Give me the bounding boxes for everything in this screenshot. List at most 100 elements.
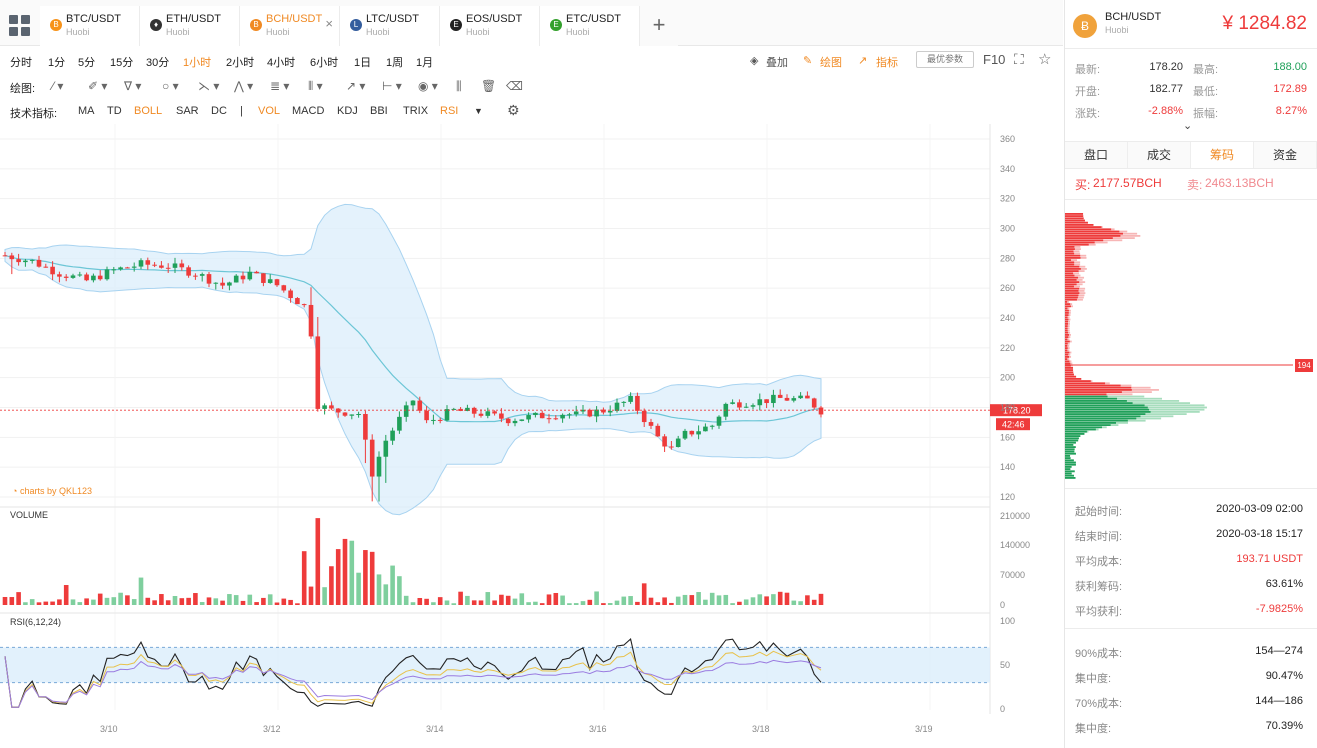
tab-etc-usdt[interactable]: E ETC/USDT Huobi [540, 6, 640, 46]
chip-bar [1065, 230, 1120, 233]
indicator-macd[interactable]: MACD [292, 105, 325, 117]
volume-bar [696, 592, 701, 605]
measure-tool-icon[interactable]: ⊢ ▾ [382, 79, 402, 93]
gann-tool-icon[interactable]: ⦀ ▾ [308, 79, 323, 93]
chip-bar [1065, 281, 1080, 283]
tab-eth-usdt[interactable]: ♦ ETH/USDT Huobi [140, 6, 240, 46]
period-10[interactable]: 1周 [386, 57, 404, 69]
candle [628, 392, 633, 404]
period-6[interactable]: 2小时 [226, 57, 255, 69]
volume-tick: 210000 [1000, 511, 1030, 521]
period-8[interactable]: 6小时 [310, 57, 339, 69]
candle [254, 270, 259, 274]
pattern-tool-icon[interactable]: ⋀ ▾ [234, 79, 254, 93]
volume-bar [281, 598, 287, 605]
kline-chart[interactable]: 178.20 42:46 360 340 320 300 280 260 240 220 200 18… [0, 124, 1063, 748]
overlay-icon[interactable]: ◈ [750, 55, 759, 67]
erase-icon[interactable]: ⌫ [506, 79, 523, 93]
chip-bar [1065, 441, 1076, 444]
chip-bar [1065, 241, 1095, 244]
period-5[interactable]: 1小时 [183, 57, 212, 69]
more-indicators-icon[interactable]: ▼ [474, 106, 483, 116]
stat-value: 182.77 [1149, 83, 1183, 95]
period-2[interactable]: 5分 [78, 57, 96, 69]
period-4[interactable]: 30分 [146, 57, 170, 69]
period-7[interactable]: 4小时 [267, 57, 296, 69]
chip-bar [1065, 305, 1071, 308]
fork-tool-icon[interactable]: ⋋ ▾ [198, 79, 220, 93]
indicator-icon[interactable]: ↗ [858, 55, 868, 67]
indicator-vol[interactable]: VOL [258, 105, 281, 117]
volume-bar [342, 538, 348, 605]
side-tab-0[interactable]: 盘口 [1065, 142, 1128, 168]
indicator-trix[interactable]: TRIX [403, 105, 429, 117]
fullscreen-icon[interactable]: ⛶ [1014, 51, 1024, 67]
drawing-toolbar: 绘图: ⁄ ▾ ✐ ▾ ∇ ▾ ○ ▾ ⋋ ▾ ⋀ ▾ ≣ ▾ ⦀ ▾ ↗ ▾ … [0, 74, 530, 98]
candle [465, 404, 470, 412]
period-11[interactable]: 1月 [416, 57, 434, 69]
candle [444, 405, 450, 422]
best-params-button[interactable]: 最优参数 [916, 51, 974, 68]
period-9[interactable]: 1日 [354, 57, 372, 69]
chip-bar [1065, 452, 1076, 455]
side-tab-3[interactable]: 资金 [1254, 142, 1317, 168]
tab-eos-usdt[interactable]: E EOS/USDT Huobi [440, 6, 540, 46]
chip-bar [1065, 417, 1137, 420]
chip-bar [1065, 265, 1080, 268]
volume-bar [369, 551, 375, 605]
period-3[interactable]: 15分 [110, 57, 134, 69]
arrow-tool-icon[interactable]: ↗ ▾ [346, 79, 366, 93]
fib-tool-icon[interactable]: ≣ ▾ [270, 79, 290, 93]
draw-icon[interactable]: ✎ [803, 55, 813, 67]
candle [546, 413, 552, 424]
indicator-ma[interactable]: MA [78, 105, 95, 117]
indicator-dc[interactable]: DC [211, 105, 227, 117]
pen-tool-icon[interactable]: ✐ ▾ [88, 79, 108, 93]
grid-menu-icon[interactable] [6, 12, 32, 38]
indicator-bbi[interactable]: BBI [370, 105, 388, 117]
indicator-sar[interactable]: SAR [176, 105, 199, 117]
chip-bar [1065, 461, 1076, 464]
chip-bar [1065, 380, 1091, 382]
indicator-rsi[interactable]: RSI [440, 105, 459, 117]
trash-icon[interactable]: 🗑 [481, 79, 497, 93]
chip-bar [1065, 360, 1070, 363]
overlay-button[interactable]: 叠加 [766, 57, 788, 69]
chip-bar [1065, 283, 1077, 286]
volume-bar [607, 603, 613, 605]
side-tab-2[interactable]: 筹码 [1191, 142, 1254, 168]
chip-bar [1065, 402, 1133, 404]
period-0[interactable]: 分时 [10, 57, 32, 69]
candle [288, 288, 293, 303]
volume-bar [417, 597, 423, 605]
tab-ltc-usdt[interactable]: L LTC/USDT Huobi [340, 6, 440, 46]
stat-label: 振幅: [1193, 108, 1219, 120]
tab-exchange: Huobi [66, 27, 90, 37]
period-1[interactable]: 1分 [48, 57, 66, 69]
indicator-boll[interactable]: BOLL [134, 105, 163, 117]
f10-button[interactable]: F10 [983, 52, 1006, 67]
bar-tool-icon[interactable]: ⫼ [456, 79, 462, 93]
expand-chevron-icon[interactable]: ⌄ [1183, 120, 1193, 132]
side-tab-1[interactable]: 成交 [1128, 142, 1191, 168]
draw-button[interactable]: 绘图 [820, 57, 842, 69]
chip-bar [1065, 243, 1089, 246]
shape-tool-icon[interactable]: ○ ▾ [162, 79, 179, 93]
indicator-button[interactable]: 指标 [876, 57, 898, 69]
tab-btc-usdt[interactable]: B BTC/USDT Huobi [40, 6, 140, 46]
line-tool-icon[interactable]: ⁄ ▾ [52, 79, 64, 93]
visibility-tool-icon[interactable]: ◉ ▾ [418, 79, 438, 93]
tab-bch-usdt[interactable]: B BCH/USDT Huobi × [240, 6, 340, 46]
close-icon[interactable]: × [325, 16, 333, 31]
volume-bar [152, 600, 157, 605]
add-tab-button[interactable]: + [640, 6, 678, 46]
volume-bar [478, 600, 484, 605]
angle-tool-icon[interactable]: ∇ ▾ [124, 79, 142, 93]
indicator-td[interactable]: TD [107, 105, 122, 117]
volume-bar [23, 602, 28, 605]
indicator-kdj[interactable]: KDJ [337, 105, 358, 117]
star-icon[interactable]: ☆ [1038, 51, 1052, 68]
settings-gear-icon[interactable]: ⚙ [507, 102, 520, 118]
volume-bar [179, 598, 185, 605]
candle [560, 413, 565, 423]
